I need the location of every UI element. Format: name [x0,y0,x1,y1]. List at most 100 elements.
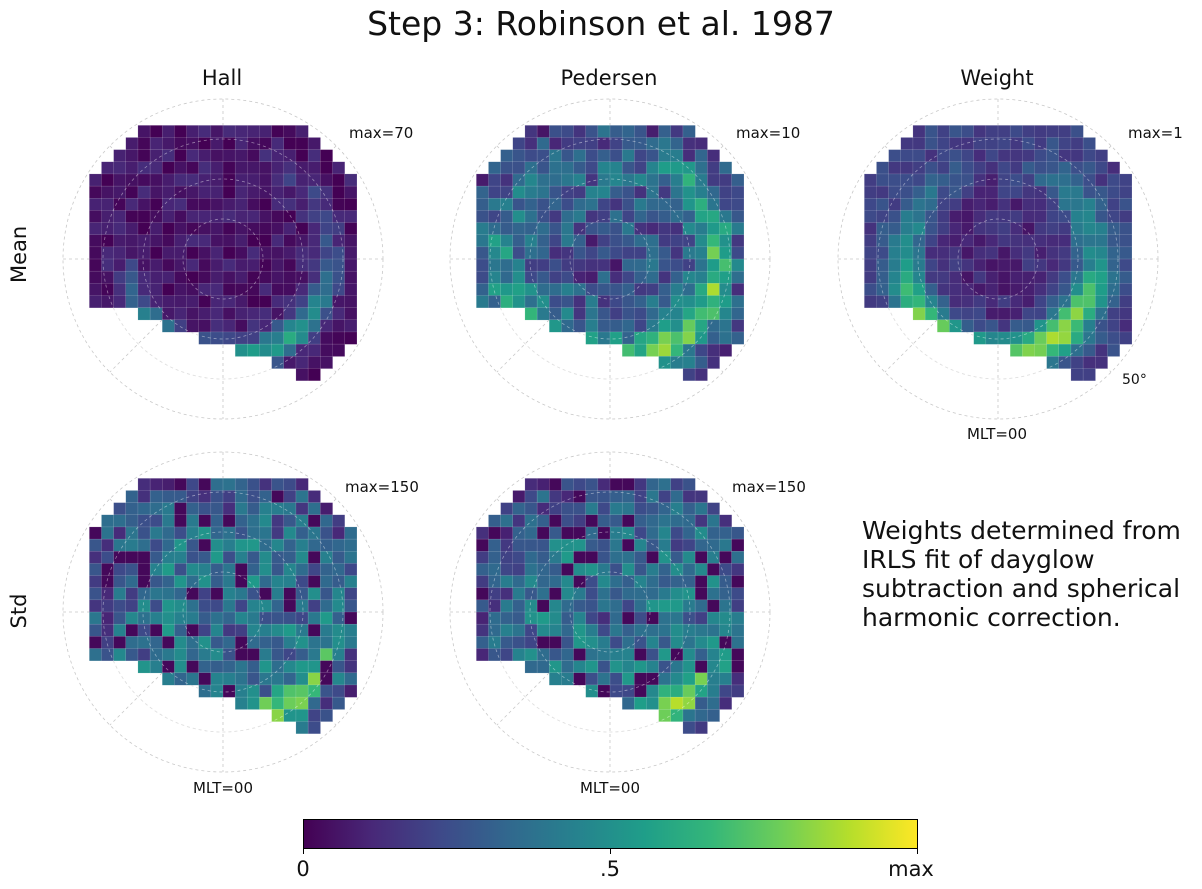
heatmap-cell [476,295,489,309]
heatmap-cell [149,538,163,552]
heatmap-cell [985,270,999,284]
heatmap-cell [1058,343,1072,357]
heatmap-cell [198,246,212,260]
heatmap-cell [961,270,975,284]
heatmap-cell [247,125,260,138]
heatmap-cell [101,222,115,236]
heatmap-cell [89,551,102,564]
heatmap-cell [1058,295,1072,309]
heatmap-cell [186,563,200,577]
heatmap-cell [222,270,236,284]
heatmap-cell [1070,222,1084,236]
heatmap-cell [719,551,733,564]
heatmap-cell [719,283,733,296]
heatmap-cell [210,660,224,674]
heatmap-cell [271,161,285,175]
heatmap-cell [1046,222,1060,236]
heatmap-cell [344,307,358,321]
heatmap-cell [585,563,599,577]
heatmap-cell [210,478,224,491]
heatmap-cell [1058,319,1072,333]
heatmap-cell [344,623,358,637]
heatmap-cell [973,210,987,224]
heatmap-cell [549,210,562,224]
heatmap-cell [186,599,200,613]
heatmap-cell [1070,125,1084,138]
heatmap-cell [234,611,248,625]
heatmap-cell [682,660,696,674]
heatmap-cell [512,161,526,175]
heatmap-cell [524,514,538,528]
heatmap-cell [524,478,538,491]
heatmap-cell [149,563,163,577]
heatmap-cell [307,696,321,710]
heatmap-cell [488,295,502,309]
heatmap-cell [888,258,902,272]
heatmap-cell [162,636,175,649]
heatmap-cell [186,623,200,637]
heatmap-cell [646,502,660,516]
heatmap-cell [234,161,248,175]
heatmap-cell [500,623,514,637]
heatmap-cell [912,210,926,224]
heatmap-cell [900,234,914,248]
heatmap-cell [719,161,733,175]
heatmap-cell [621,538,635,552]
heatmap-cell [332,295,346,309]
heatmap-cell [198,538,212,552]
heatmap-cell [524,611,538,625]
heatmap-cell [89,173,102,187]
heatmap-cell [609,283,623,296]
heatmap-cell [488,161,502,175]
heatmap-cell [536,575,550,589]
heatmap-cell [597,478,611,491]
heatmap-cell [1009,319,1023,333]
heatmap-cell [670,234,684,248]
heatmap-cell [609,173,623,187]
heatmap-cell [985,234,999,248]
heatmap-cell [609,258,623,272]
heatmap-cell [900,222,914,236]
heatmap-cell [247,283,260,296]
heatmap-cell [876,270,890,284]
heatmap-cell [512,538,526,552]
heatmap-cell [137,149,151,163]
heatmap-cell [1058,173,1072,187]
heatmap-cell [271,648,285,662]
heatmap-cell [524,490,538,504]
heatmap-cell [295,599,309,613]
heatmap-cell [1022,246,1035,260]
heatmap-cell [707,258,720,272]
heatmap-cell [283,331,297,345]
heatmap-cell [198,307,212,321]
heatmap-cell [536,149,550,163]
heatmap-cell [949,234,963,248]
heatmap-cell [1119,270,1133,284]
heatmap-cell [198,660,212,674]
heatmap-cell [670,490,684,504]
heatmap-cell [597,599,611,613]
heatmap-cell [634,198,647,211]
heatmap-cell [186,210,200,224]
heatmap-cell [512,198,526,211]
heatmap-cell [585,137,599,151]
heatmap-cell [985,161,999,175]
heatmap-cell [646,295,660,309]
heatmap-cell [113,575,127,589]
heatmap-cell [307,721,321,735]
heatmap-cell [488,234,502,248]
heatmap-cell [670,648,684,662]
heatmap-cell [210,185,224,199]
heatmap-cell [234,307,248,321]
heatmap-cell [500,198,514,211]
column-title-weight: Weight [960,66,1034,90]
heatmap-cell [283,709,297,722]
heatmap-cell [864,283,877,296]
heatmap-cell [561,538,575,552]
heatmap-cell [1046,173,1060,187]
heatmap-cell [561,587,575,601]
heatmap-cell [500,636,514,649]
heatmap-cell [670,575,684,589]
heatmap-cell [949,149,963,163]
heatmap-cell [707,696,720,710]
